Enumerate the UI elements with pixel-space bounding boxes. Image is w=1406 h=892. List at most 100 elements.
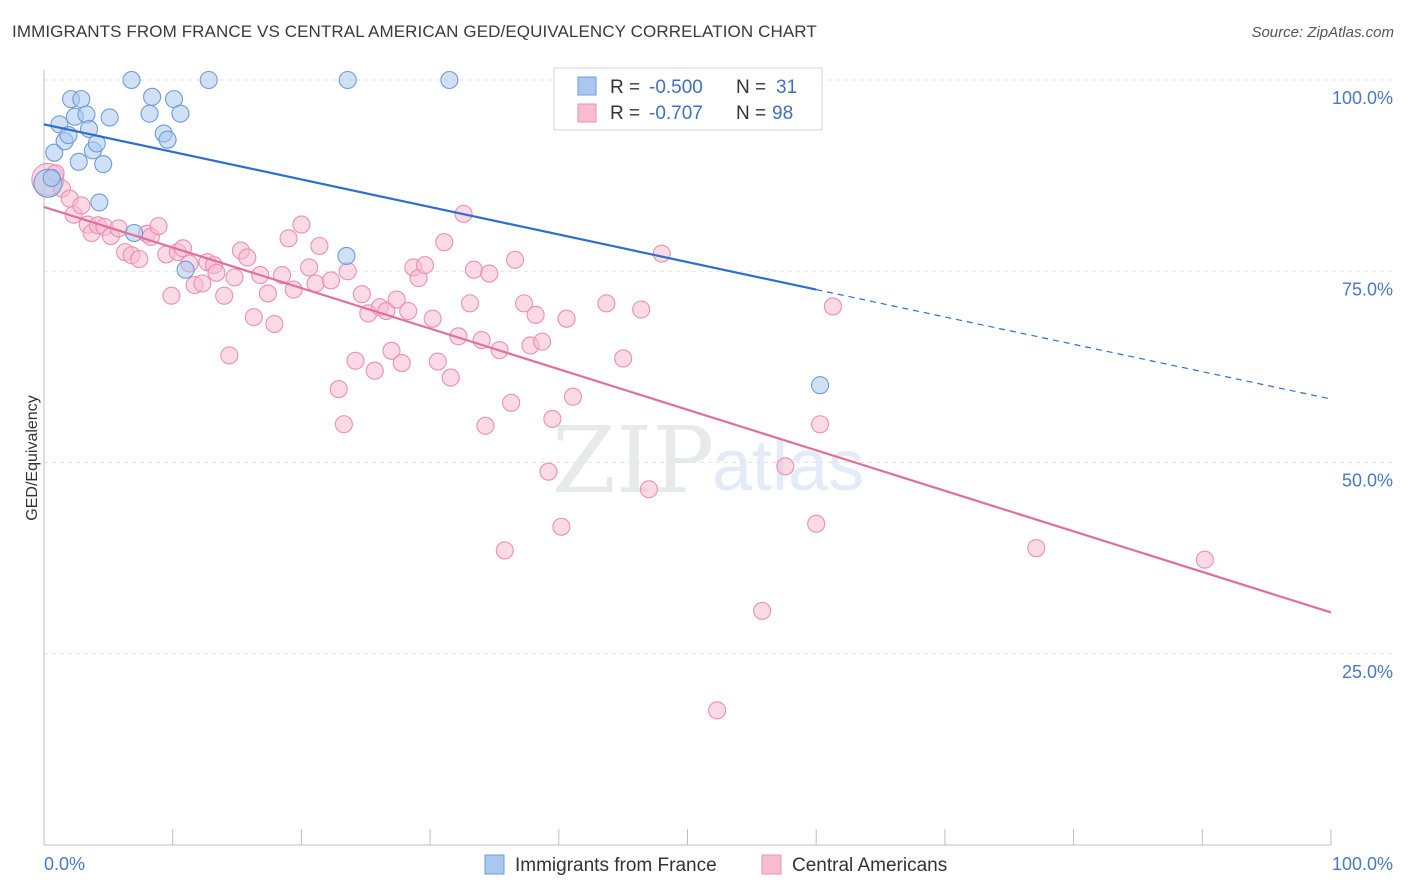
central-americans-point-62 xyxy=(428,352,447,371)
source-credit: Source: ZipAtlas.com xyxy=(1251,24,1394,41)
central-americans-point-83 xyxy=(557,309,576,328)
central-americans-point-68 xyxy=(464,260,483,279)
central-americans-point-71 xyxy=(480,264,499,283)
central-americans-point-28 xyxy=(215,286,234,305)
series-immigrants-from-france xyxy=(33,70,830,395)
legend-n-label-1: N = xyxy=(736,77,766,98)
central-americans-point-78 xyxy=(526,305,545,324)
y-tick-label-0: 100.0% xyxy=(1332,88,1393,108)
central-americans-point-61 xyxy=(423,309,442,328)
central-americans-point-94 xyxy=(811,415,830,434)
legend-n-value-2: 98 xyxy=(772,103,793,124)
france-point-25 xyxy=(199,70,218,90)
central-americans-point-29 xyxy=(220,346,239,365)
legend-frame xyxy=(553,67,823,131)
central-americans-point-92 xyxy=(776,457,795,476)
france-point-1 xyxy=(45,143,64,162)
y-tick-labels: 100.0% 75.0% 50.0% 25.0% xyxy=(1332,88,1393,682)
central-americans-point-17 xyxy=(149,217,168,236)
central-americans-point-90 xyxy=(708,701,727,720)
central-americans-point-81 xyxy=(543,409,562,428)
central-americans-point-44 xyxy=(321,271,341,290)
y-tick-label-3: 25.0% xyxy=(1342,662,1393,682)
central-americans-point-73 xyxy=(495,541,514,560)
central-americans-point-79 xyxy=(533,332,552,351)
central-americans-point-42 xyxy=(306,274,325,293)
legend-swatch-blue xyxy=(577,76,597,96)
central-americans-point-5 xyxy=(72,196,91,215)
x-tick-label-left: 0.0% xyxy=(44,854,85,874)
central-americans-point-27 xyxy=(207,263,226,282)
x-tick-label-right: 100.0% xyxy=(1332,854,1393,874)
central-americans-point-87 xyxy=(632,300,651,319)
central-americans-point-60 xyxy=(415,256,435,275)
y-tick-label-1: 75.0% xyxy=(1342,279,1393,299)
chart-title: IMMIGRANTS FROM FRANCE VS CENTRAL AMERIC… xyxy=(12,22,817,41)
central-americans-point-64 xyxy=(441,368,460,387)
central-americans-point-54 xyxy=(382,341,401,360)
central-americans-point-41 xyxy=(300,258,319,277)
y-tick-label-2: 50.0% xyxy=(1342,471,1393,491)
france-point-30 xyxy=(42,168,61,187)
watermark: ZIP atlas xyxy=(552,407,864,514)
france-point-19 xyxy=(143,87,162,106)
central-americans-point-19 xyxy=(162,286,181,305)
france-point-21 xyxy=(158,130,177,149)
x-ticks xyxy=(43,829,1332,845)
central-americans-point-97 xyxy=(1195,550,1214,569)
france-point-26 xyxy=(337,246,356,265)
france-point-29 xyxy=(811,376,830,395)
france-point-27 xyxy=(338,70,357,90)
central-americans-point-48 xyxy=(346,351,365,370)
central-americans-point-24 xyxy=(193,274,212,293)
central-americans-point-89 xyxy=(652,244,671,263)
central-americans-point-84 xyxy=(563,387,583,406)
central-americans-point-88 xyxy=(639,480,658,499)
watermark-zip: ZIP xyxy=(552,407,714,514)
france-point-7 xyxy=(69,152,88,171)
france-point-15 xyxy=(100,108,119,127)
legend-r-label-2: R = xyxy=(610,103,640,124)
france-point-28 xyxy=(440,70,459,90)
france-point-16 xyxy=(122,70,141,90)
bottom-legend-swatch-pink xyxy=(761,854,782,875)
central-americans-point-46 xyxy=(334,415,353,434)
central-americans-point-47 xyxy=(338,262,357,281)
france-point-14 xyxy=(94,155,113,174)
central-americans-point-65 xyxy=(449,327,468,346)
legend-box: R = -0.500 N = 31 R = -0.707 N = 98 xyxy=(553,67,823,131)
y-axis-label: GED/Equivalency xyxy=(24,395,41,520)
bottom-legend-label-central: Central Americans xyxy=(792,855,947,876)
central-americans-point-74 xyxy=(502,393,521,412)
central-americans-point-80 xyxy=(539,462,558,481)
central-americans-point-82 xyxy=(552,517,571,536)
france-trend-extension xyxy=(816,289,1332,400)
central-americans-point-43 xyxy=(310,236,329,256)
france-point-13 xyxy=(90,193,109,212)
central-americans-point-63 xyxy=(435,233,454,252)
central-americans-point-36 xyxy=(265,314,284,334)
central-americans-point-96 xyxy=(1027,539,1046,558)
central-americans-point-35 xyxy=(258,284,277,303)
central-americans-point-32 xyxy=(238,248,257,267)
legend-n-value-1: 31 xyxy=(776,77,797,98)
legend-r-value-1: -0.500 xyxy=(649,77,703,98)
central-americans-point-76 xyxy=(515,294,534,313)
france-trend-line xyxy=(43,123,817,291)
legend-n-label-2: N = xyxy=(736,103,766,124)
central-americans-point-75 xyxy=(505,250,525,269)
central-americans-point-40 xyxy=(292,215,311,234)
central-americans-point-70 xyxy=(476,416,495,435)
bottom-legend-swatch-blue xyxy=(484,854,505,875)
central-americans-point-57 xyxy=(399,301,418,321)
central-americans-point-37 xyxy=(273,266,292,285)
central-americans-point-30 xyxy=(225,268,244,287)
central-americans-point-55 xyxy=(387,290,406,309)
central-americans-point-86 xyxy=(614,349,633,368)
france-point-23 xyxy=(171,104,190,123)
central-americans-point-51 xyxy=(365,361,384,380)
legend-r-label-1: R = xyxy=(610,77,640,98)
legend-r-value-2: -0.707 xyxy=(649,103,703,124)
legend-swatch-pink xyxy=(577,103,597,123)
